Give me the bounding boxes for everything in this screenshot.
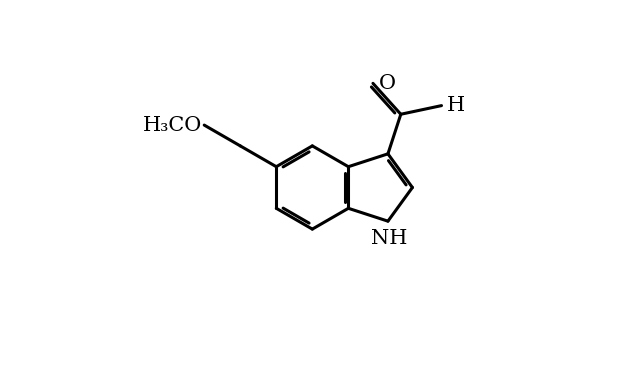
Text: H₃CO: H₃CO [143,115,202,135]
Text: H: H [447,96,465,115]
Text: O: O [379,74,396,93]
Text: NH: NH [371,229,408,247]
